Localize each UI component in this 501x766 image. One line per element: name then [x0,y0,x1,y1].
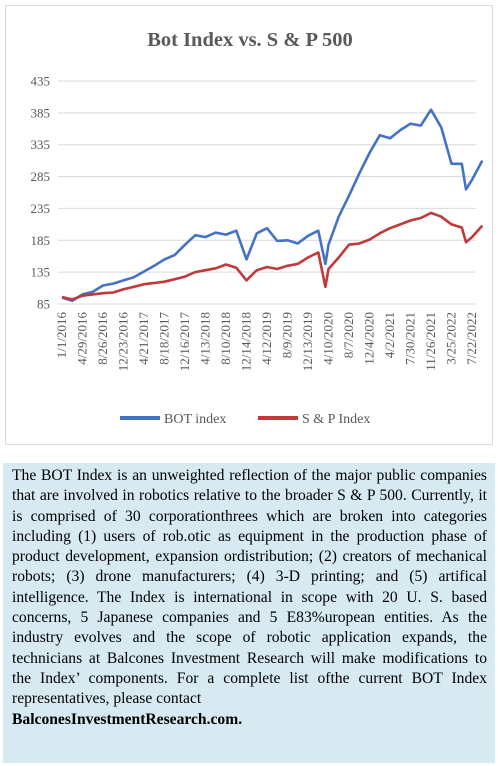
x-tick-label: 8/26/2016 [95,312,110,365]
chart-container: Bot Index vs. S & P 500 85 135 185 235 285 33… [5,5,493,445]
series-lines [61,108,484,303]
x-tick-label: 8/18/2017 [157,312,172,365]
x-tick-label: 12/14/2018 [239,312,254,371]
x-tick-label: 1/1/2016 [54,312,69,359]
x-tick-label: 12/23/2016 [116,312,131,372]
x-tick-label: 4/13/2018 [198,312,213,365]
y-axis-ticks: 85 135 185 235 285 335 385 435 [31,74,51,312]
legend-label-sp: S & P Index [302,412,370,427]
x-tick-label: 12/16/2017 [177,312,192,372]
x-tick-label: 4/12/2019 [259,312,274,365]
legend-label-bot: BOT index [164,412,226,427]
x-tick-label: 8/10/2018 [218,312,233,365]
x-tick-label: 7/22/2022 [464,312,479,365]
y-tick-label: 135 [31,265,51,280]
y-tick-label: 185 [31,233,51,248]
x-tick-label: 12/4/2020 [362,312,377,365]
series-line-sp-index [61,211,484,301]
x-tick-label: 4/10/2020 [321,312,336,365]
x-tick-label: 8/9/2019 [280,312,295,358]
chart-title: Bot Index vs. S & P 500 [147,29,353,51]
y-tick-label: 335 [31,137,51,152]
caption-text: The BOT Index is an unweighted reflectio… [12,467,487,708]
x-tick-label: 4/2/2021 [382,312,397,358]
chart-svg: Bot Index vs. S & P 500 85 135 185 235 285 33… [31,29,484,427]
caption-contact: BalconesInvestmentResearch.com. [12,710,243,728]
y-tick-label: 435 [31,74,51,89]
x-tick-label: 3/25/2022 [444,312,459,365]
y-tick-label: 285 [31,169,51,184]
x-tick-label: 12/13/2019 [300,312,315,371]
gridlines [58,80,476,305]
legend: BOT index S & P Index [120,412,370,427]
x-tick-label: 8/7/2020 [341,312,356,358]
x-tick-label: 4/21/2017 [136,312,151,365]
y-tick-label: 385 [31,105,51,120]
caption-box: The BOT Index is an unweighted reflectio… [3,463,495,763]
x-tick-label: 4/29/2016 [75,312,90,365]
series-line-bot-index [61,108,484,303]
y-tick-label: 85 [37,297,50,312]
x-axis-ticks: 1/1/2016 4/29/2016 8/26/2016 12/23/2016 4/21… [54,312,479,372]
x-tick-label: 7/30/2021 [403,312,418,365]
y-tick-label: 235 [31,201,51,216]
x-tick-label: 11/26/2021 [423,312,438,371]
